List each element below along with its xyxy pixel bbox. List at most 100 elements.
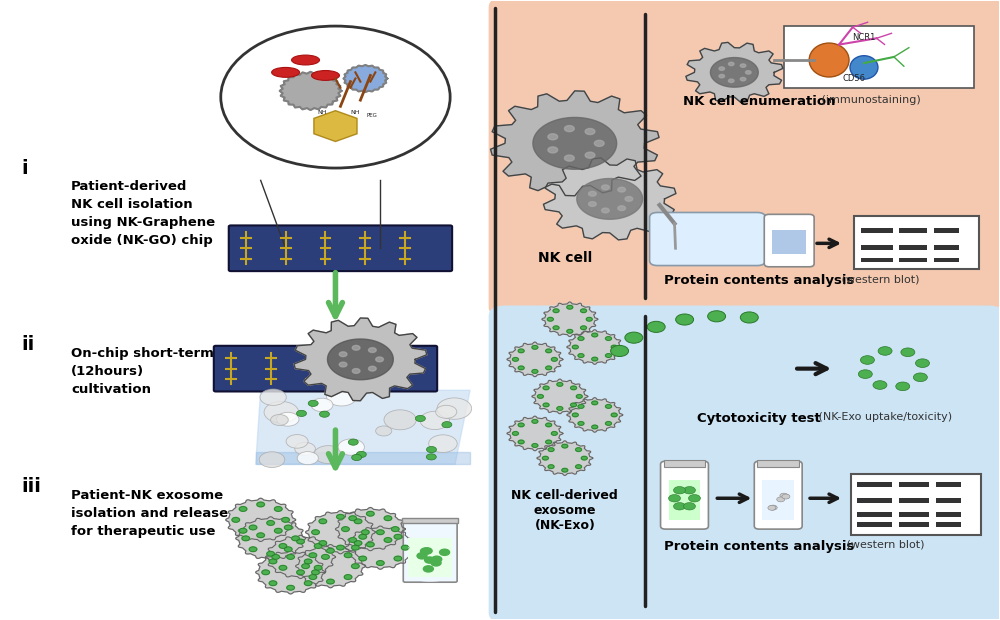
Circle shape <box>384 410 416 430</box>
Bar <box>899 257 927 262</box>
Circle shape <box>420 411 450 430</box>
Polygon shape <box>256 452 470 464</box>
Text: NK cell-derived
exosome
(NK-Exo): NK cell-derived exosome (NK-Exo) <box>511 489 618 532</box>
Circle shape <box>314 446 343 464</box>
Circle shape <box>858 370 872 378</box>
Polygon shape <box>585 128 595 135</box>
Circle shape <box>572 345 578 349</box>
Circle shape <box>518 349 524 353</box>
Polygon shape <box>728 79 734 82</box>
Circle shape <box>286 435 308 448</box>
Circle shape <box>548 448 554 451</box>
Bar <box>934 228 959 233</box>
Circle shape <box>576 448 582 451</box>
Polygon shape <box>491 91 659 196</box>
Circle shape <box>309 575 317 580</box>
Text: On-chip short-term
(12hours)
cultivation: On-chip short-term (12hours) cultivation <box>71 347 214 396</box>
Circle shape <box>274 507 282 511</box>
Circle shape <box>436 405 457 419</box>
Bar <box>851 474 981 535</box>
Bar <box>899 244 927 249</box>
Circle shape <box>611 413 617 417</box>
Circle shape <box>562 468 568 472</box>
Circle shape <box>674 503 685 510</box>
Circle shape <box>359 556 367 561</box>
Text: (western blot): (western blot) <box>843 539 925 549</box>
Circle shape <box>532 420 538 423</box>
Polygon shape <box>335 508 405 551</box>
Circle shape <box>581 456 587 460</box>
Polygon shape <box>537 441 593 476</box>
Polygon shape <box>740 64 746 68</box>
Circle shape <box>287 554 294 559</box>
Ellipse shape <box>850 56 878 79</box>
Circle shape <box>344 575 352 580</box>
Circle shape <box>259 452 285 467</box>
Polygon shape <box>532 379 588 414</box>
Circle shape <box>302 564 309 569</box>
Circle shape <box>576 394 582 398</box>
Bar <box>936 482 961 487</box>
Circle shape <box>782 494 790 499</box>
Circle shape <box>314 565 322 570</box>
Circle shape <box>384 516 392 521</box>
Circle shape <box>683 487 695 494</box>
Circle shape <box>221 26 450 168</box>
Circle shape <box>581 326 587 330</box>
Circle shape <box>272 554 279 559</box>
Circle shape <box>277 412 299 426</box>
Bar <box>899 522 929 527</box>
Polygon shape <box>686 42 783 102</box>
Bar <box>762 480 794 520</box>
Polygon shape <box>294 318 427 401</box>
Circle shape <box>327 388 357 406</box>
Polygon shape <box>548 147 558 153</box>
Polygon shape <box>256 551 325 594</box>
Circle shape <box>271 415 288 425</box>
Polygon shape <box>719 67 725 70</box>
Polygon shape <box>507 416 563 451</box>
Circle shape <box>572 413 578 417</box>
Polygon shape <box>339 362 347 367</box>
Circle shape <box>297 539 304 544</box>
Text: (immunostaining): (immunostaining) <box>818 95 920 105</box>
Circle shape <box>352 545 359 550</box>
FancyBboxPatch shape <box>490 307 1000 620</box>
Circle shape <box>425 557 435 563</box>
Circle shape <box>551 358 557 361</box>
Circle shape <box>611 345 617 349</box>
Polygon shape <box>567 397 623 432</box>
Polygon shape <box>236 517 306 560</box>
Circle shape <box>777 497 785 502</box>
Bar <box>899 512 929 516</box>
Circle shape <box>232 518 240 522</box>
Bar <box>857 482 892 487</box>
Circle shape <box>431 560 441 566</box>
Circle shape <box>901 348 915 356</box>
Circle shape <box>239 507 247 511</box>
FancyBboxPatch shape <box>214 346 437 391</box>
Bar <box>936 498 961 503</box>
Circle shape <box>688 495 700 502</box>
Text: iii: iii <box>21 477 41 495</box>
Polygon shape <box>577 179 643 219</box>
Text: Cytotoxicity test: Cytotoxicity test <box>697 412 821 425</box>
Circle shape <box>769 505 777 510</box>
Circle shape <box>625 332 643 343</box>
Circle shape <box>547 317 553 321</box>
Polygon shape <box>296 544 365 588</box>
Circle shape <box>440 549 450 556</box>
Polygon shape <box>564 155 574 161</box>
Ellipse shape <box>292 55 320 65</box>
Circle shape <box>239 528 247 533</box>
Polygon shape <box>594 140 604 146</box>
Bar <box>936 512 961 516</box>
Ellipse shape <box>272 68 300 78</box>
Polygon shape <box>625 197 633 202</box>
Circle shape <box>376 426 392 436</box>
Circle shape <box>356 451 366 458</box>
Circle shape <box>543 403 549 407</box>
Circle shape <box>740 312 758 323</box>
Text: Protein contents analysis: Protein contents analysis <box>664 274 854 287</box>
Circle shape <box>308 401 318 407</box>
